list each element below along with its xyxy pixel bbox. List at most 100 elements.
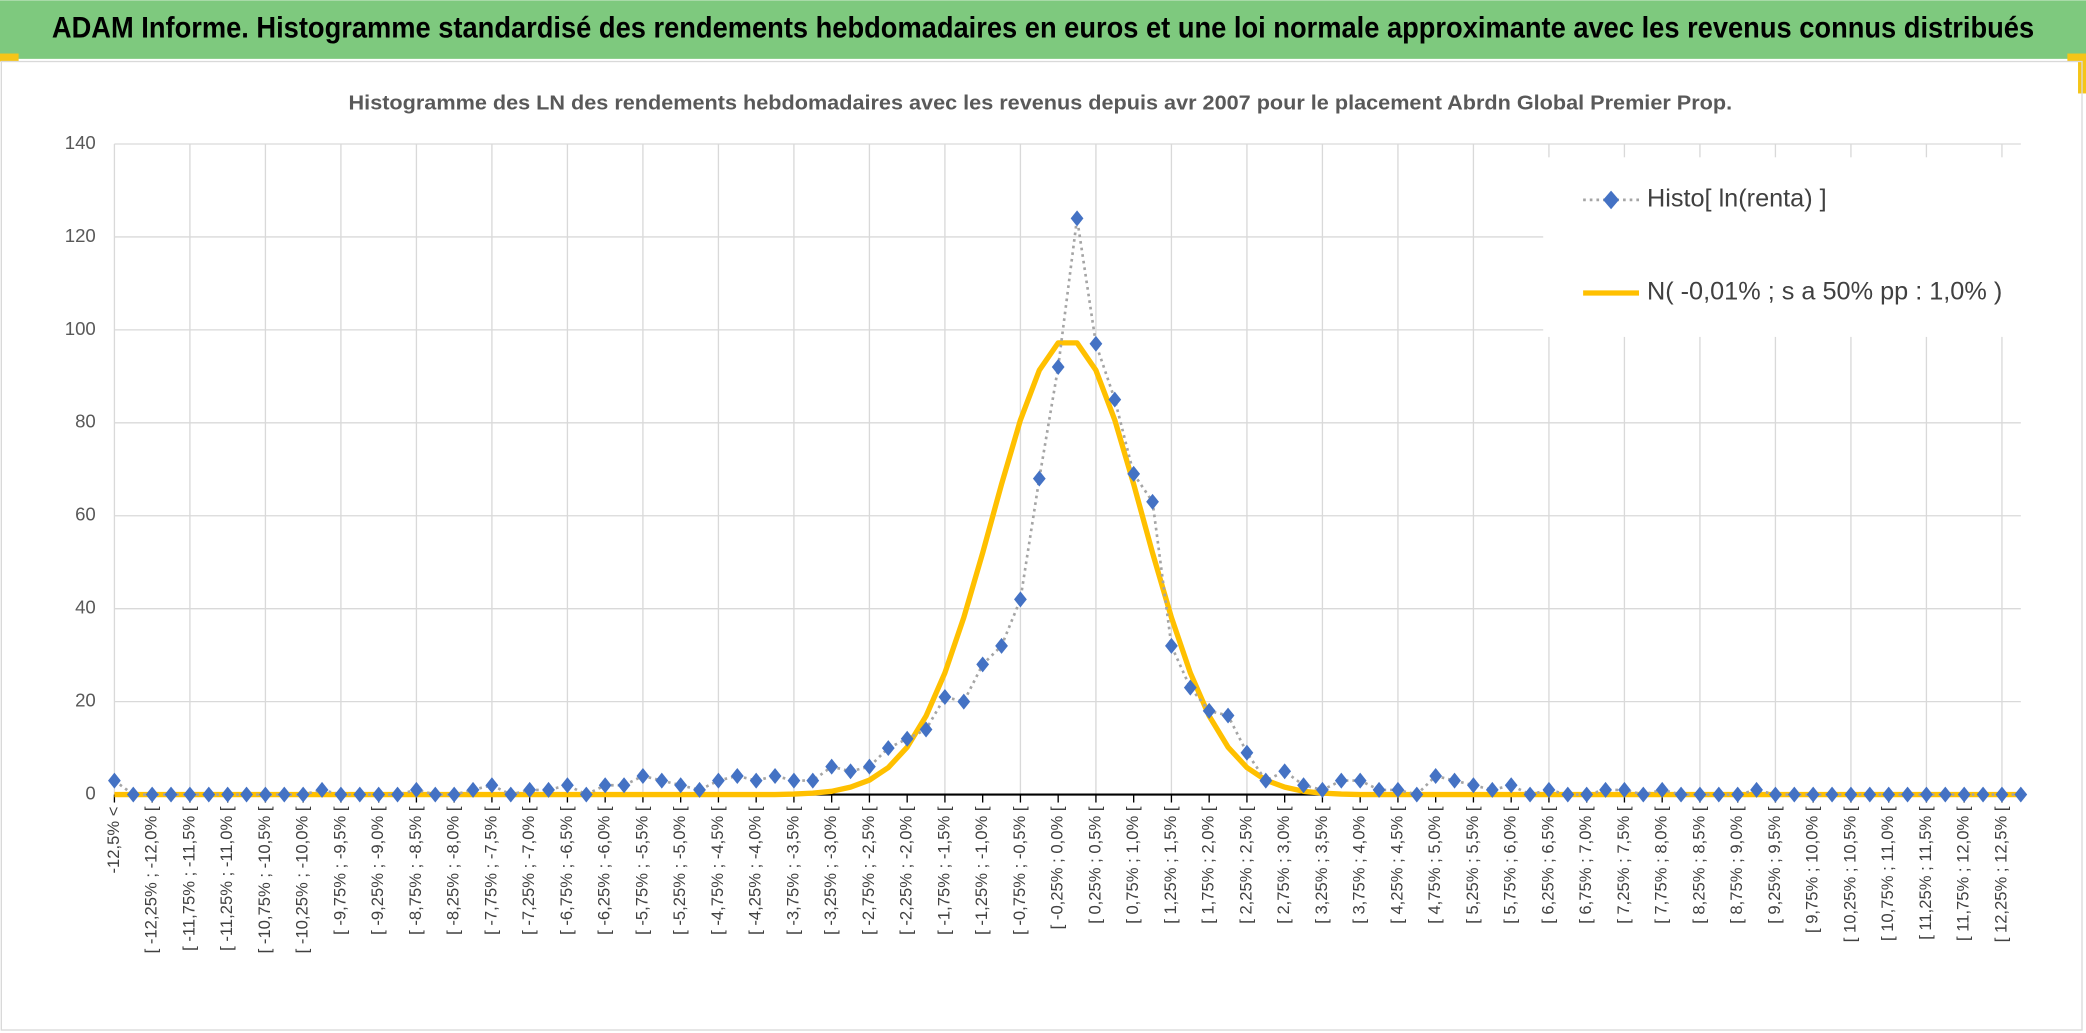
x-tick-label: [ -6,75% ; -6,5% [ — [557, 806, 576, 935]
data-point — [881, 740, 895, 757]
data-point — [277, 786, 291, 803]
data-point — [1089, 335, 1103, 352]
data-point — [1372, 781, 1386, 798]
x-tick-label: [ 12,25% ; 12,5% [ — [1991, 806, 2010, 942]
legend-label: N( -0,01% ; s a 50% pp : 1,0% ) — [1647, 278, 2002, 306]
x-tick-label: [ 6,75% ; 7,0% [ — [1576, 806, 1595, 924]
data-point — [2014, 786, 2028, 803]
data-point — [1825, 786, 1839, 803]
x-tick-label: [ -4,25% ; -4,0% [ — [746, 806, 765, 935]
x-tick-label: [ -5,75% ; -5,5% [ — [632, 806, 651, 935]
legend-label: Histo[ ln(renta) ] — [1647, 185, 1827, 213]
corner — [0, 53, 19, 62]
data-point — [466, 781, 480, 798]
x-tick-label: [ 4,25% ; 4,5% [ — [1387, 806, 1406, 924]
data-point — [1938, 786, 1952, 803]
data-point — [410, 781, 423, 798]
x-tick-label: [ 10,25% ; 10,5% [ — [1840, 806, 1859, 942]
y-tick-label: 80 — [75, 411, 96, 432]
data-point — [1750, 781, 1763, 798]
data-point — [1467, 777, 1480, 794]
data-point — [1316, 781, 1329, 798]
y-tick-label: 20 — [75, 690, 96, 711]
data-point — [504, 786, 518, 803]
x-tick-label: [ -11,75% ; -11,5% [ — [179, 806, 198, 951]
data-point — [1165, 637, 1178, 654]
header-bar — [0, 0, 2086, 59]
data-point — [844, 763, 857, 780]
data-point — [674, 777, 688, 794]
x-tick-label: [ -8,75% ; -8,5% [ — [406, 806, 425, 935]
x-tick-label: [ 0,25% ; 0,5% [ — [1085, 806, 1104, 924]
data-point — [1976, 786, 1990, 803]
x-tick-label: [ -6,25% ; -6,0% [ — [595, 806, 614, 935]
data-point — [1259, 772, 1273, 789]
data-point — [806, 772, 820, 789]
data-point — [1561, 786, 1575, 803]
x-tick-label: [ -5,25% ; -5,0% [ — [670, 806, 689, 935]
y-tick-label: 140 — [65, 132, 96, 153]
data-point — [1391, 781, 1405, 798]
x-tick-label: [ -7,75% ; -7,5% [ — [481, 806, 500, 935]
y-tick-label: 40 — [75, 597, 96, 618]
data-point — [259, 786, 272, 803]
data-point — [1183, 679, 1197, 696]
x-tick-label: [ -7,25% ; -7,0% [ — [519, 806, 538, 935]
x-tick-label: [ -0,75% ; -0,5% [ — [1010, 806, 1029, 935]
x-tick-label: [ -9,25% ; -9,0% [ — [368, 806, 387, 935]
data-point — [1920, 786, 1933, 803]
x-tick-label: [ 0,75% ; 1,0% [ — [1123, 806, 1142, 924]
x-tick-label: [ 9,25% ; 9,5% [ — [1765, 806, 1784, 924]
data-point — [126, 786, 140, 803]
data-point — [1032, 470, 1046, 487]
page-title: ADAM Informe. Histogramme standardisé de… — [52, 12, 2034, 44]
x-tick-label: [ -0,25% ; 0,0% [ — [1048, 806, 1067, 929]
data-point — [693, 781, 706, 798]
x-tick-label: [ -10,25% ; -10,0% [ — [293, 806, 312, 953]
data-point — [1731, 786, 1745, 803]
data-point — [730, 767, 744, 784]
x-tick-label: [ 9,75% ; 10,0% [ — [1803, 806, 1822, 933]
y-tick-label: 60 — [75, 504, 96, 525]
data-point — [1712, 786, 1726, 803]
y-tick-label: 120 — [65, 225, 96, 246]
x-tick-label: [ 11,25% ; 11,5% [ — [1916, 806, 1935, 940]
x-tick-label: [ -8,25% ; -8,0% [ — [444, 806, 463, 935]
y-tick-label: 100 — [65, 318, 96, 339]
data-point — [221, 786, 235, 803]
series-line — [113, 217, 2021, 796]
legend-marker — [1603, 190, 1620, 210]
x-tick-label: [ -3,75% ; -3,5% [ — [783, 806, 802, 935]
data-point — [523, 781, 537, 798]
data-point — [1353, 772, 1367, 789]
data-point — [1618, 781, 1631, 798]
x-tick-label: [ 8,25% ; 8,5% [ — [1689, 806, 1708, 924]
data-point — [1504, 777, 1518, 794]
data-point — [1410, 786, 1424, 803]
x-tick-label: [ -2,75% ; -2,5% [ — [859, 806, 878, 935]
data-point — [1806, 786, 1820, 803]
data-point — [1674, 786, 1688, 803]
data-point — [1863, 786, 1877, 803]
data-point — [1221, 707, 1235, 724]
x-tick-label: [ -12,25% ; -12,0% [ — [142, 806, 161, 953]
data-point — [1240, 744, 1254, 761]
data-point — [1655, 781, 1669, 798]
data-point — [334, 786, 348, 803]
data-point — [976, 656, 990, 673]
x-tick-label: [ 5,25% ; 5,5% [ — [1463, 806, 1482, 924]
data-point — [1051, 359, 1065, 376]
x-tick-label: [ 8,75% ; 9,0% [ — [1727, 806, 1746, 924]
data-point — [1787, 786, 1801, 803]
data-point — [768, 767, 782, 784]
data-point — [1844, 786, 1858, 803]
data-point — [995, 637, 1008, 654]
data-point — [1599, 781, 1612, 798]
data-point — [957, 693, 971, 710]
x-tick-label: [ 4,75% ; 5,0% [ — [1425, 806, 1444, 924]
data-point — [542, 781, 555, 798]
data-point — [1448, 772, 1461, 789]
y-tick-label: 0 — [85, 782, 95, 803]
